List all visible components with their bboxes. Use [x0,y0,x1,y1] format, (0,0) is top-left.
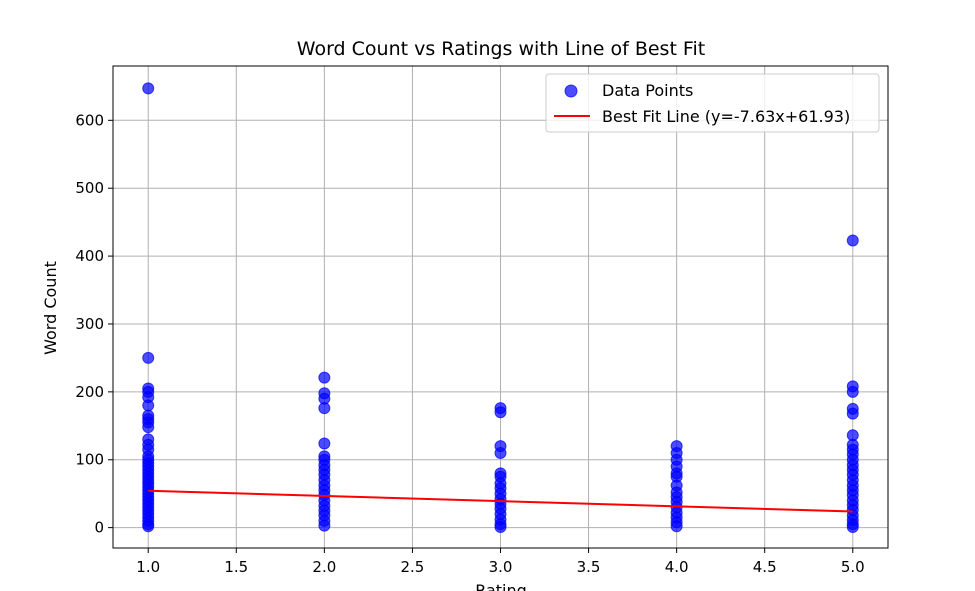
data-point [846,407,859,420]
x-tick-label: 3.5 [577,558,601,576]
best-fit-line [148,489,853,513]
y-tick-label: 300 [75,315,104,333]
y-tick-label: 400 [75,247,104,265]
scatter-series [142,82,859,533]
y-axis-label: Word Count [41,261,60,355]
x-tick-label: 1.0 [136,558,160,576]
grid [113,66,888,548]
data-point [846,234,859,247]
y-axis-ticks: 0 100 200 300 400 500 600 [75,111,113,537]
x-tick-label: 1.5 [224,558,248,576]
data-point [318,371,331,384]
data-point [142,399,155,412]
y-tick-label: 500 [75,179,104,197]
legend-box [545,73,880,133]
data-point [318,519,331,532]
x-axis-label: Rating [475,581,527,591]
x-tick-label: 4.5 [753,558,777,576]
legend-label-best-fit-line: Best Fit Line (y=-7.63x+61.93) [602,107,850,126]
y-tick-label: 200 [75,383,104,401]
data-point [670,520,683,533]
y-tick-label: 100 [75,451,104,469]
data-point [318,402,331,415]
data-point [142,82,155,95]
x-tick-label: 3.0 [489,558,513,576]
data-point [846,520,859,533]
best-fit-line-series [148,489,853,513]
x-tick-label: 5.0 [841,558,865,576]
legend-label-data-points: Data Points [602,81,693,100]
data-point [494,406,507,419]
x-tick-label: 2.0 [312,558,336,576]
data-point [142,351,155,364]
x-tick-label: 4.0 [665,558,689,576]
y-tick-label: 600 [75,111,104,129]
x-axis-ticks: 1.0 1.5 2.0 2.5 3.0 3.5 4.0 4.5 5.0 [136,548,865,576]
data-point [846,385,859,398]
legend-marker-data-points [564,84,578,98]
data-point [494,520,507,533]
legend: Data Points Best Fit Line (y=-7.63x+61.9… [545,73,880,133]
x-tick-label: 2.5 [401,558,425,576]
data-point [142,520,155,533]
data-point [494,446,507,459]
chart-title: Word Count vs Ratings with Line of Best … [297,38,705,60]
data-point [142,421,155,434]
y-tick-label: 0 [94,519,104,537]
data-point [318,437,331,450]
